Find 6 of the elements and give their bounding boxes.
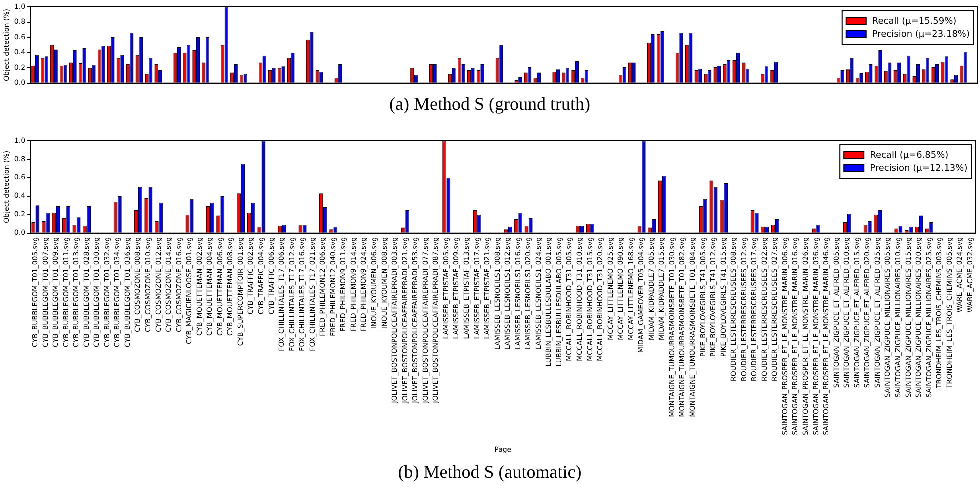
legend-label: Recall (μ=6.85%) (870, 150, 949, 161)
legend-label: Precision (μ=12.13%) (870, 164, 968, 174)
legend-label: Recall (μ=15.59%) (872, 16, 957, 27)
text: (b) Method S (automatic) (398, 462, 582, 482)
legend-label: Precision (μ=23.18%) (872, 30, 970, 40)
text: (a) Method S (ground truth) (390, 94, 590, 114)
